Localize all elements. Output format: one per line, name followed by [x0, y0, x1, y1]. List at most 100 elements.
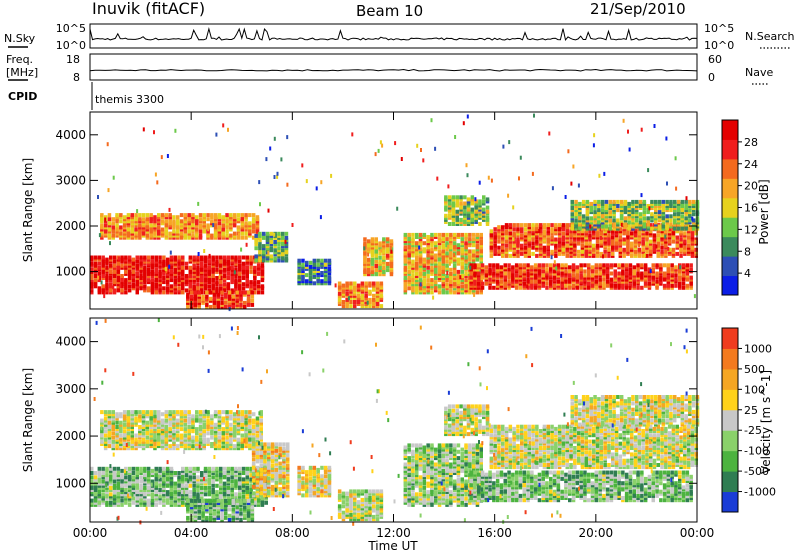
- heatmap-cell: [149, 422, 153, 427]
- heatmap-cell: [374, 237, 378, 242]
- heatmap-cell: [426, 257, 430, 262]
- heatmap-cell: [608, 226, 612, 231]
- heatmap-cell: [258, 231, 262, 236]
- freq-unit-label: [MHz]: [6, 66, 38, 79]
- heatmap-cell: [574, 204, 578, 208]
- heatmap-cell: [451, 201, 456, 206]
- heatmap-cell: [239, 292, 243, 297]
- heatmap-cell: [538, 229, 541, 233]
- heatmap-cell: [570, 226, 574, 231]
- heatmap-cell: [669, 204, 673, 208]
- heatmap-cell: [437, 237, 442, 242]
- heatmap-cell: [647, 283, 652, 288]
- heatmap-cell: [109, 488, 113, 492]
- heatmap-cell: [191, 227, 195, 232]
- heatmap-cell: [188, 255, 193, 260]
- heatmap-cell: [479, 288, 483, 293]
- heatmap-cell: [581, 218, 586, 223]
- heatmap-cell: [661, 224, 666, 229]
- heatmap-cell: [320, 273, 324, 278]
- heatmap-cell: [585, 208, 590, 213]
- heatmap-cell: [105, 485, 109, 490]
- heatmap-cell: [162, 261, 166, 266]
- heatmap-cell: [154, 483, 158, 488]
- heatmap-cell: [571, 273, 576, 278]
- heatmap-cell: [480, 267, 485, 272]
- heatmap-cell: [497, 229, 501, 234]
- heatmap-cell: [449, 232, 453, 237]
- heatmap-cell: [179, 213, 184, 218]
- heatmap-cell: [103, 215, 108, 220]
- heatmap-cell: [680, 218, 685, 223]
- heatmap-cell: [181, 261, 185, 266]
- heatmap-cell: [221, 231, 225, 236]
- heatmap-cell: [130, 215, 134, 220]
- heatmap-cell: [624, 275, 629, 280]
- heatmap-cell: [437, 245, 442, 250]
- heatmap-cell: [176, 215, 180, 220]
- heatmap-cell: [109, 477, 113, 482]
- heatmap-cell: [542, 231, 547, 236]
- heatmap-cell: [205, 305, 209, 309]
- heatmap-cell: [407, 237, 411, 242]
- heatmap-cell: [131, 257, 136, 262]
- heatmap-cell: [222, 267, 227, 272]
- heatmap-cell: [105, 477, 109, 482]
- heatmap-cell: [234, 288, 238, 293]
- heatmap-cell: [690, 235, 695, 240]
- heatmap-cell: [635, 214, 639, 219]
- heatmap-cell: [181, 278, 185, 283]
- heatmap-cell: [181, 475, 185, 480]
- heatmap-cell: [90, 261, 94, 266]
- heatmap-cell: [475, 290, 480, 295]
- heatmap-cell: [602, 281, 606, 286]
- heatmap-cell: [215, 466, 219, 471]
- heatmap-cell: [165, 274, 170, 278]
- heatmap-cell: [245, 282, 249, 287]
- heatmap-cell: [154, 485, 158, 490]
- heatmap-cell: [437, 269, 442, 274]
- heatmap-cell: [374, 268, 378, 273]
- heatmap-cell: [177, 471, 181, 475]
- heatmap-cell: [145, 439, 150, 444]
- heatmap-cell: [588, 229, 592, 234]
- heatmap-cell: [693, 294, 696, 299]
- heatmap-cell: [122, 446, 127, 451]
- heatmap-cell: [226, 471, 231, 475]
- heatmap-cell: [93, 284, 98, 289]
- heatmap-cell: [162, 494, 166, 499]
- heatmap-cell: [641, 231, 645, 236]
- heatmap-cell: [514, 275, 519, 280]
- heatmap-cell: [632, 269, 636, 274]
- heatmap-cell: [626, 235, 630, 240]
- heatmap-cell: [103, 418, 108, 423]
- heatmap-cell: [636, 279, 640, 284]
- heatmap-cell: [661, 212, 666, 217]
- heatmap-cell: [105, 500, 109, 505]
- heatmap-cell: [231, 294, 236, 299]
- heatmap-cell: [153, 433, 157, 438]
- power-y-axis-label: Slant Range [km]: [21, 158, 35, 262]
- heatmap-cell: [576, 253, 581, 258]
- heatmap-cell: [493, 227, 497, 232]
- heatmap-cell: [504, 231, 509, 236]
- heatmap-cell: [153, 130, 155, 135]
- heatmap-cell: [120, 488, 124, 492]
- heatmap-cell: [441, 249, 446, 254]
- heatmap-cell: [380, 248, 383, 253]
- heatmap-cell: [222, 274, 227, 278]
- heatmap-cell: [588, 243, 592, 248]
- heatmap-cell: [222, 269, 227, 274]
- heatmap-cell: [554, 223, 558, 228]
- heatmap-cell: [169, 255, 174, 260]
- heatmap-cell: [146, 261, 151, 266]
- heatmap-cell: [688, 218, 692, 223]
- heatmap-cell: [434, 280, 438, 285]
- heatmap-cell: [320, 260, 324, 265]
- heatmap-cell: [542, 239, 547, 244]
- heatmap-cell: [493, 251, 497, 256]
- heatmap-cell: [478, 222, 482, 226]
- heatmap-cell: [603, 253, 607, 258]
- heatmap-cell: [447, 197, 452, 202]
- heatmap-cell: [173, 492, 177, 497]
